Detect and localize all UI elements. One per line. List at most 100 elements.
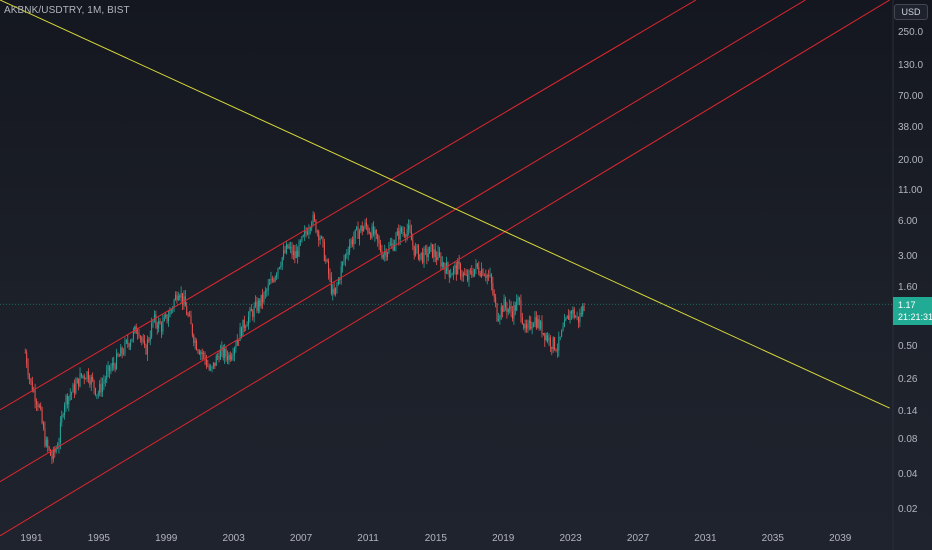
candle-down-body <box>186 306 188 315</box>
candle-down-body <box>44 428 46 446</box>
candle-down-body <box>284 250 286 253</box>
candle-up-body <box>200 352 202 355</box>
candle-up-body <box>517 297 519 301</box>
candle-up-body <box>170 309 172 312</box>
candle-up-body <box>420 252 422 255</box>
candle-up-body <box>344 254 346 261</box>
candle-down-body <box>196 340 198 351</box>
candle-down-body <box>361 225 363 232</box>
channel-line-1 <box>0 0 697 411</box>
candle-up-body <box>332 288 334 294</box>
candle-down-body <box>89 380 91 385</box>
candle-up-body <box>57 447 59 449</box>
candle-up-body <box>38 405 40 407</box>
candle-up-body <box>457 261 459 275</box>
candle-up-body <box>531 326 533 329</box>
candle-up-body <box>283 250 285 258</box>
candle-down-body <box>367 226 369 233</box>
candle-up-body <box>248 316 250 325</box>
candle-down-body <box>438 252 440 257</box>
candle-down-body <box>117 353 119 356</box>
time-axis-tick: 2003 <box>222 533 245 544</box>
candle-up-body <box>270 278 272 284</box>
candle-up-body <box>387 252 389 258</box>
candle-up-body <box>360 225 362 231</box>
candle-up-body <box>312 214 314 223</box>
candle-down-body <box>252 311 254 318</box>
candle-up-body <box>552 337 554 349</box>
candle-down-body <box>256 301 258 312</box>
candle-down-body <box>583 306 585 312</box>
candle-up-body <box>169 311 171 318</box>
candle-up-body <box>175 294 177 301</box>
candle-down-body <box>551 347 553 349</box>
candle-up-body <box>364 222 366 228</box>
last-price-value: 1.17 <box>898 300 916 311</box>
candle-up-body <box>162 321 164 332</box>
candle-down-body <box>464 273 466 275</box>
candle-up-body <box>177 296 179 301</box>
candle-down-body <box>381 251 383 258</box>
candle-up-body <box>336 284 338 288</box>
candle-down-body <box>31 381 33 392</box>
candle-up-body <box>183 296 185 305</box>
candle-up-body <box>278 267 280 269</box>
candle-down-body <box>30 378 32 382</box>
time-axis-tick: 2023 <box>559 533 582 544</box>
candle-up-body <box>212 362 214 367</box>
candle-down-body <box>351 239 353 245</box>
candle-up-body <box>402 232 404 233</box>
candle-down-body <box>495 297 497 304</box>
candle-up-body <box>391 243 393 245</box>
candle-up-body <box>116 353 118 369</box>
candle-up-body <box>566 315 568 319</box>
candle-up-body <box>309 228 311 231</box>
candle-up-body <box>146 339 148 355</box>
candle-down-body <box>490 274 492 284</box>
channel-line-3 <box>0 0 890 537</box>
candle-down-body <box>405 235 407 237</box>
candle-down-body <box>482 269 484 276</box>
candle-up-body <box>559 336 561 338</box>
candle-up-body <box>59 422 61 444</box>
candle-down-body <box>250 309 252 312</box>
candle-down-body <box>51 455 53 460</box>
time-axis-tick: 2011 <box>357 533 379 544</box>
candle-up-body <box>579 313 581 323</box>
candle-up-body <box>194 340 196 343</box>
candle-up-body <box>500 306 502 317</box>
candle-up-body <box>224 348 226 358</box>
candle-down-body <box>40 405 42 410</box>
candle-down-body <box>458 261 460 265</box>
candle-up-body <box>61 415 63 423</box>
time-axis-tick: 2027 <box>626 533 650 544</box>
price-axis-tick: 70.00 <box>898 91 924 103</box>
candle-down-body <box>434 249 436 257</box>
candle-up-body <box>86 371 88 380</box>
candle-down-body <box>127 340 129 345</box>
candle-up-body <box>233 348 235 355</box>
candle-up-body <box>149 336 151 341</box>
currency-button[interactable]: USD <box>894 4 928 20</box>
candle-down-body <box>467 275 469 281</box>
candle-up-body <box>151 322 153 337</box>
candle-down-body <box>479 273 481 276</box>
candle-up-body <box>576 316 578 318</box>
candle-down-body <box>444 266 446 274</box>
candle-down-body <box>166 314 168 322</box>
candle-up-body <box>299 241 301 243</box>
candle-down-body <box>198 351 200 355</box>
candle-up-body <box>540 321 542 329</box>
candle-up-body <box>104 379 106 382</box>
candle-down-body <box>378 240 380 244</box>
candle-up-body <box>582 306 584 315</box>
candle-down-body <box>187 314 189 316</box>
candle-up-body <box>396 230 398 236</box>
candle-down-body <box>139 336 141 338</box>
candle-down-body <box>483 275 485 277</box>
candle-down-body <box>492 283 494 294</box>
candle-up-body <box>394 244 396 251</box>
candle-down-body <box>54 449 56 452</box>
